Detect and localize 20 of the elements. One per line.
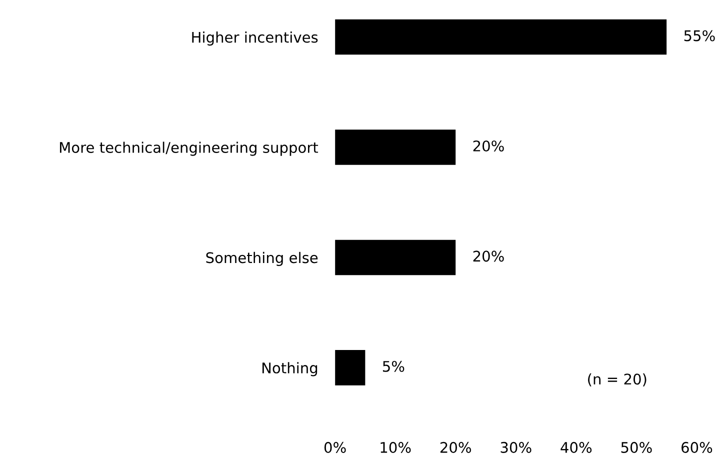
bar: [335, 19, 667, 55]
x-tick-label: 0%: [324, 442, 346, 453]
x-tick-label: 20%: [440, 442, 472, 453]
x-tick-label: 10%: [380, 442, 411, 453]
y-tick-label: More technical/engineering support: [60, 142, 318, 156]
bar: [335, 130, 456, 165]
x-tick-label: 40%: [560, 442, 592, 453]
x-tick-label: 30%: [500, 442, 532, 453]
bar: [335, 350, 366, 386]
bar: [335, 240, 456, 276]
x-tick-label: 50%: [621, 442, 652, 453]
data-label: 5%: [382, 360, 404, 372]
data-label: 20%: [473, 140, 504, 152]
y-tick-label: Higher incentives: [192, 31, 318, 46]
data-label: 20%: [473, 250, 504, 262]
x-tick-label: 60%: [682, 442, 712, 453]
y-tick-label: Nothing: [262, 362, 318, 376]
data-label: 55%: [684, 30, 715, 42]
annotation: (n = 20): [588, 373, 646, 386]
y-tick-label: Something else: [206, 252, 318, 266]
